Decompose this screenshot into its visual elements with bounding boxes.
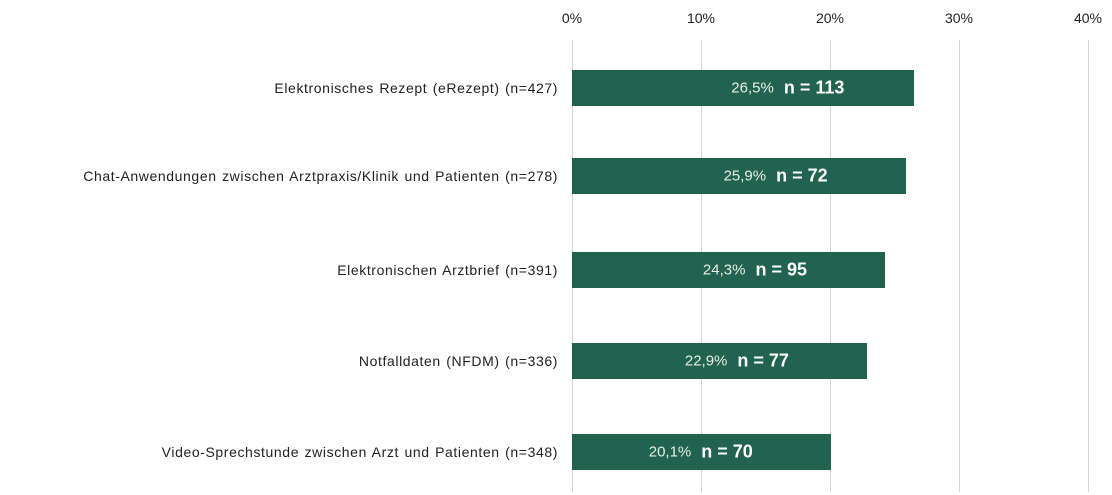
bar bbox=[572, 158, 907, 194]
grid-line bbox=[958, 40, 960, 492]
bar bbox=[572, 434, 832, 470]
value-label: 20,1% bbox=[648, 443, 692, 461]
category-label: Elektronisches Rezept (eRezept) (n=427) bbox=[274, 80, 558, 96]
n-label: n = 70 bbox=[701, 441, 753, 462]
value-label: 24,3% bbox=[702, 261, 746, 279]
n-label: n = 72 bbox=[776, 165, 828, 186]
n-label: n = 77 bbox=[737, 350, 789, 371]
x-tick-label: 40% bbox=[1073, 10, 1103, 26]
bar bbox=[572, 252, 886, 288]
category-label: Chat-Anwendungen zwischen Arztpraxis/Kli… bbox=[83, 168, 558, 184]
bar bbox=[572, 70, 914, 106]
grid-line bbox=[1087, 40, 1089, 492]
value-label: 22,9% bbox=[684, 352, 728, 370]
x-tick-label: 0% bbox=[561, 10, 583, 26]
category-label: Notfalldaten (NFDM) (n=336) bbox=[358, 353, 558, 369]
category-label: Video-Sprechstunde zwischen Arzt und Pat… bbox=[161, 444, 558, 460]
n-label: n = 95 bbox=[755, 259, 807, 280]
n-label: n = 113 bbox=[783, 77, 845, 98]
x-tick-label: 30% bbox=[944, 10, 974, 26]
x-tick-label: 20% bbox=[815, 10, 845, 26]
category-label: Elektronischen Arztbrief (n=391) bbox=[337, 262, 558, 278]
value-label: 25,9% bbox=[723, 167, 767, 185]
bar bbox=[572, 343, 868, 379]
value-label: 26,5% bbox=[731, 79, 774, 97]
x-tick-label: 10% bbox=[686, 10, 716, 26]
